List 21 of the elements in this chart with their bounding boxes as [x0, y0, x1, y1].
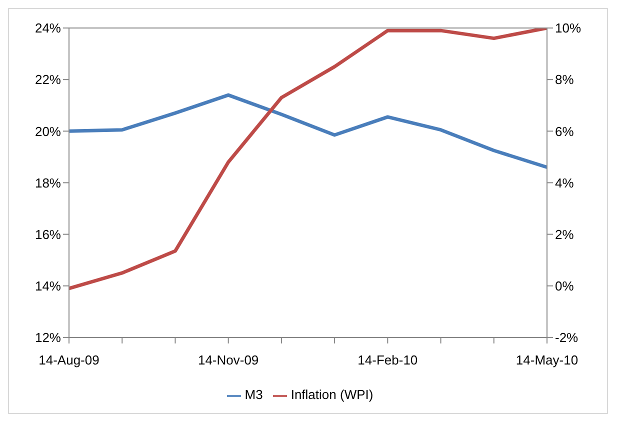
y2-tick-label: 6% — [555, 124, 574, 139]
x-tick-label: 14-Aug-09 — [38, 352, 100, 368]
y-tick-label: 22% — [34, 72, 62, 88]
y2-tick-label: 2% — [555, 226, 574, 242]
y-tick-label: 24% — [34, 20, 62, 36]
x-tick-label: 14-May-10 — [516, 352, 578, 368]
line-series — [67, 93, 549, 169]
y-tick-label: 16% — [34, 226, 62, 242]
y2-tick-label: 0% — [555, 278, 574, 294]
legend-label: Inflation (WPI) — [290, 387, 374, 402]
y-tick-label: 20% — [34, 124, 62, 139]
y2-tick-label: 4% — [555, 175, 574, 190]
y-tick-label: 18% — [34, 175, 62, 190]
x-tick-label: 14-Nov-09 — [198, 352, 259, 368]
x-tick-label: 14-Feb-10 — [358, 352, 418, 368]
y2-tick-label: -2% — [555, 330, 579, 346]
legend-label: M3 — [244, 387, 263, 402]
y-tick-label: 12% — [34, 330, 62, 346]
y-tick-label: 14% — [34, 278, 62, 294]
y2-tick-label: 10% — [555, 20, 582, 36]
y2-tick-label: 8% — [555, 72, 574, 88]
